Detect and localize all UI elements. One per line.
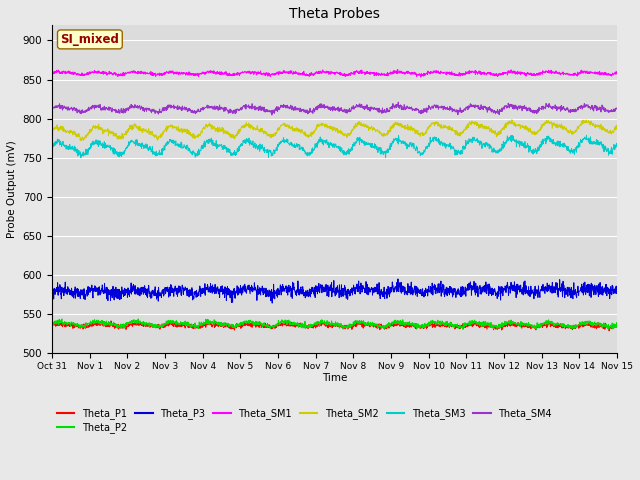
Theta_P1 [323, 323, 331, 329]
Theta_P1 [597, 324, 605, 329]
Line: Theta_P2: Theta_P2 [52, 319, 617, 329]
Theta_P2 [48, 322, 56, 327]
Line: Theta_P3: Theta_P3 [52, 279, 617, 303]
Line: Theta_SM4: Theta_SM4 [52, 102, 617, 115]
Theta_SM3 [597, 141, 605, 147]
Theta_SM3 [77, 153, 85, 158]
Theta_P1 [493, 324, 501, 330]
Theta_P3 [308, 284, 316, 290]
Theta_P1 [597, 323, 605, 329]
Theta_P3 [493, 291, 501, 297]
Theta_P3 [77, 287, 84, 293]
Theta_SM1 [417, 74, 425, 80]
Text: SI_mixed: SI_mixed [60, 33, 119, 46]
Theta_SM1 [77, 72, 84, 78]
Theta_P2 [134, 316, 142, 322]
X-axis label: Time: Time [322, 372, 348, 383]
Theta_SM4 [597, 109, 605, 115]
Theta_P3 [268, 300, 276, 306]
Line: Theta_SM3: Theta_SM3 [52, 135, 617, 158]
Theta_P2 [323, 318, 331, 324]
Theta_SM1 [48, 71, 56, 77]
Theta_P1 [108, 318, 115, 324]
Theta_SM2 [597, 121, 605, 127]
Theta_SM4 [394, 99, 402, 105]
Theta_SM4 [323, 104, 331, 110]
Theta_SM3 [613, 142, 621, 148]
Theta_P2 [613, 321, 621, 327]
Theta_SM4 [493, 107, 501, 112]
Theta_SM1 [493, 73, 501, 79]
Theta_P3 [394, 276, 402, 282]
Theta_P1 [605, 328, 613, 334]
Theta_SM3 [48, 146, 56, 152]
Theta_SM3 [308, 146, 316, 152]
Theta_SM2 [77, 135, 84, 141]
Theta_SM1 [394, 67, 401, 72]
Theta_P2 [308, 324, 316, 329]
Theta_SM2 [78, 138, 86, 144]
Theta_SM4 [48, 105, 56, 110]
Y-axis label: Probe Output (mV): Probe Output (mV) [7, 140, 17, 238]
Theta_SM2 [323, 122, 331, 128]
Theta_SM2 [308, 129, 316, 135]
Theta_P2 [597, 323, 605, 328]
Theta_P2 [597, 324, 605, 330]
Theta_P3 [597, 287, 605, 292]
Theta_P2 [77, 324, 84, 330]
Theta_SM4 [77, 109, 84, 115]
Legend: Theta_P1, Theta_P2, Theta_P3, Theta_SM1, Theta_SM2, Theta_SM3, Theta_SM4: Theta_P1, Theta_P2, Theta_P3, Theta_SM1,… [57, 408, 552, 433]
Theta_SM4 [597, 107, 605, 112]
Theta_SM1 [308, 72, 316, 77]
Theta_P3 [613, 290, 621, 296]
Theta_P1 [48, 322, 56, 327]
Theta_SM4 [268, 112, 276, 118]
Theta_P3 [48, 291, 56, 297]
Theta_SM2 [508, 117, 516, 122]
Line: Theta_P1: Theta_P1 [52, 321, 617, 331]
Theta_P1 [308, 323, 316, 328]
Theta_SM1 [597, 70, 605, 76]
Title: Theta Probes: Theta Probes [289, 7, 380, 21]
Theta_SM2 [613, 122, 621, 128]
Theta_SM3 [323, 139, 331, 145]
Theta_SM2 [493, 132, 501, 137]
Theta_P1 [77, 324, 84, 330]
Theta_P3 [597, 291, 605, 297]
Theta_P1 [613, 324, 621, 330]
Theta_P2 [493, 325, 501, 331]
Theta_SM3 [77, 155, 84, 161]
Theta_SM3 [597, 141, 605, 146]
Theta_SM3 [493, 149, 501, 155]
Line: Theta_SM1: Theta_SM1 [52, 70, 617, 77]
Line: Theta_SM2: Theta_SM2 [52, 120, 617, 141]
Theta_SM2 [597, 122, 605, 128]
Theta_SM4 [308, 109, 316, 115]
Theta_SM3 [582, 132, 590, 138]
Theta_SM1 [323, 68, 331, 74]
Theta_P3 [323, 293, 331, 299]
Theta_SM1 [597, 72, 605, 77]
Theta_SM1 [613, 69, 621, 74]
Theta_SM4 [613, 105, 621, 111]
Theta_P2 [459, 326, 467, 332]
Theta_SM2 [48, 129, 56, 135]
